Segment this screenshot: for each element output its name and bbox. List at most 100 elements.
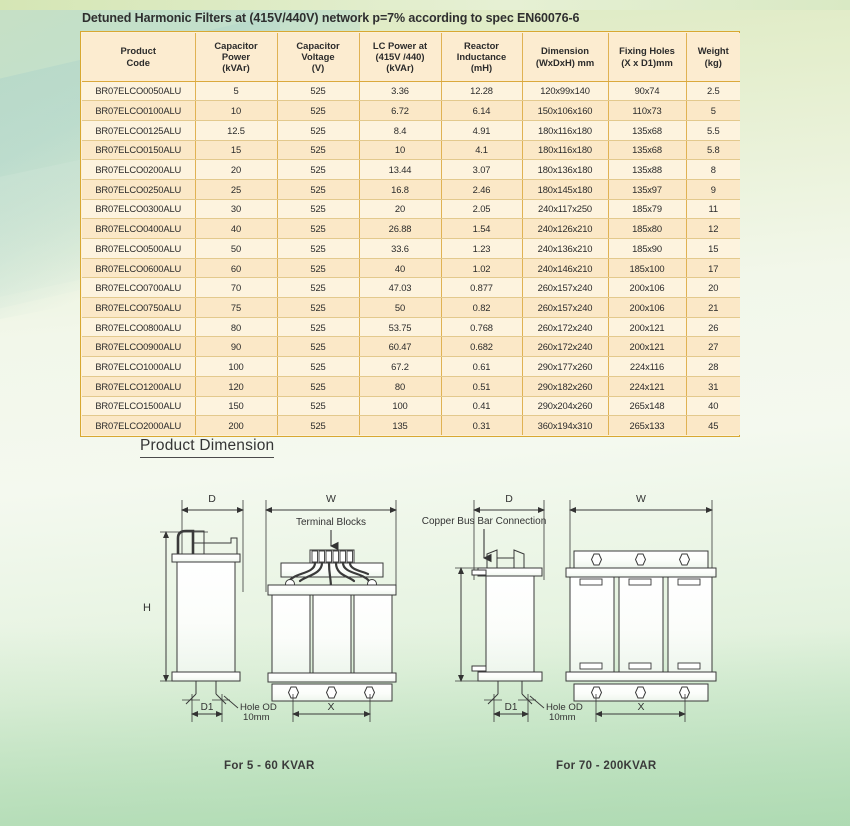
table-cell: 110x73: [608, 100, 687, 121]
table-cell: 525: [277, 238, 360, 259]
table-cell: 2.46: [441, 179, 523, 200]
table-cell: 27: [686, 336, 740, 358]
table-cell: 0.31: [441, 415, 523, 436]
table-cell: 5.8: [686, 140, 740, 161]
table-cell: 525: [277, 356, 360, 377]
product-code-cell: BR07ELCO1500ALU: [82, 396, 196, 417]
table-cell: 260x172x240: [522, 336, 609, 358]
table-cell: 40: [686, 396, 740, 417]
background-top-band: [0, 0, 850, 10]
table-cell: 260x172x240: [522, 317, 609, 338]
product-code-cell: BR07ELCO0400ALU: [82, 218, 196, 239]
table-cell: 9: [686, 179, 740, 200]
table-cell: 135x68: [608, 140, 687, 161]
table-row: BR07ELCO0400ALU 40 525 26.88 1.54 240x126x210…: [82, 218, 740, 239]
table-cell: 260x157x240: [522, 277, 609, 299]
table-cell: 200x121: [608, 317, 687, 338]
table-cell: 185x100: [608, 258, 687, 279]
right-label-D: D: [505, 493, 513, 505]
table-row: BR07ELCO0050ALU 5 525 3.36 12.28 120x99x140 90…: [82, 81, 740, 102]
table-cell: 120x99x140: [522, 81, 609, 102]
table-cell: 525: [277, 140, 360, 161]
table-cell: 120: [195, 376, 278, 397]
table-row: BR07ELCO0500ALU 50 525 33.6 1.23 240x136x210 1…: [82, 238, 740, 259]
table-cell: 15: [195, 140, 278, 161]
table-cell: 525: [277, 159, 360, 180]
table-cell: 20: [359, 199, 442, 220]
table-cell: 135: [359, 415, 442, 436]
right-label-D1: D1: [505, 702, 518, 713]
table-cell: 265x133: [608, 415, 687, 436]
table-cell: 6.14: [441, 100, 523, 121]
table-cell: 45: [686, 415, 740, 436]
table-cell: 80: [195, 317, 278, 338]
table-row: BR07ELCO0900ALU 90 525 60.47 0.682 260x172x24…: [82, 336, 740, 358]
table-cell: 525: [277, 258, 360, 279]
table-cell: 525: [277, 376, 360, 397]
table-cell: 10: [195, 100, 278, 121]
table-cell: 525: [277, 218, 360, 239]
right-diagram-caption: For 70 - 200KVAR: [556, 760, 657, 772]
table-cell: 100: [359, 396, 442, 417]
table-header-line: (X x D1)mm: [621, 56, 673, 68]
product-code-cell: BR07ELCO0700ALU: [82, 277, 196, 299]
table-cell: 60: [195, 258, 278, 279]
table-cell: 180x116x180: [522, 120, 609, 141]
table-cell: 3.07: [441, 159, 523, 180]
table-cell: 0.682: [441, 336, 523, 358]
table-cell: 0.82: [441, 297, 523, 318]
table-cell: 20: [686, 277, 740, 299]
table-header-line: Fixing Holes: [619, 45, 675, 57]
product-code-cell: BR07ELCO0900ALU: [82, 336, 196, 358]
table-cell: 525: [277, 277, 360, 299]
table-cell: 16.8: [359, 179, 442, 200]
right-label-W: W: [636, 493, 646, 505]
table-cell: 5.5: [686, 120, 740, 141]
table-cell: 53.75: [359, 317, 442, 338]
table-header-line: (kg): [704, 56, 722, 68]
table-cell: 70: [195, 277, 278, 299]
table-cell: 17: [686, 258, 740, 279]
table-cell: 80: [359, 376, 442, 397]
table-header-line: (415V /440): [375, 51, 425, 63]
table-cell: 75: [195, 297, 278, 318]
table-cell: 0.768: [441, 317, 523, 338]
table-header-line: LC Power at: [372, 39, 428, 51]
table-row: BR07ELCO0150ALU 15 525 10 4.1 180x116x180 135x…: [82, 140, 740, 161]
product-code-cell: BR07ELCO0200ALU: [82, 159, 196, 180]
left-label-D: D: [208, 493, 216, 505]
table-cell: 240x126x210: [522, 218, 609, 239]
table-cell: 150: [195, 396, 278, 417]
left-side-elevation: D H: [143, 493, 277, 723]
table-cell: 0.61: [441, 356, 523, 377]
table-cell: 200x106: [608, 297, 687, 318]
table-header-line: (mH): [470, 62, 493, 74]
table-cell: 525: [277, 297, 360, 318]
table-header-cell-3: LC Power at (415V /440) (kVAr): [359, 33, 442, 82]
table-cell: 12.5: [195, 120, 278, 141]
table-cell: 4.1: [441, 140, 523, 161]
table-row: BR07ELCO1500ALU 150 525 100 0.41 290x204x260 2…: [82, 396, 740, 417]
table-cell: 135x68: [608, 120, 687, 141]
table-cell: 180x145x180: [522, 179, 609, 200]
right-label-hole-od: Hole OD: [546, 702, 583, 713]
table-cell: 3.36: [359, 81, 442, 102]
table-cell: 0.41: [441, 396, 523, 417]
table-cell: 0.51: [441, 376, 523, 397]
product-code-cell: BR07ELCO1200ALU: [82, 376, 196, 397]
table-header-line: Capacitor: [214, 39, 258, 51]
table-cell: 525: [277, 100, 360, 121]
table-header-line: Capacitor: [296, 39, 340, 51]
table-cell: 180x136x180: [522, 159, 609, 180]
table-cell: 12.28: [441, 81, 523, 102]
table-cell: 525: [277, 179, 360, 200]
table-cell: 240x146x210: [522, 258, 609, 279]
table-cell: 40: [359, 258, 442, 279]
right-front-elevation: W: [565, 493, 717, 722]
spec-table-body: BR07ELCO0050ALU 5 525 3.36 12.28 120x99x140 90…: [82, 81, 740, 436]
terminal-blocks-label: Terminal Blocks: [296, 517, 366, 528]
table-cell: 525: [277, 199, 360, 220]
table-cell: 180x116x180: [522, 140, 609, 161]
table-cell: 11: [686, 199, 740, 220]
product-code-cell: BR07ELCO0600ALU: [82, 258, 196, 279]
